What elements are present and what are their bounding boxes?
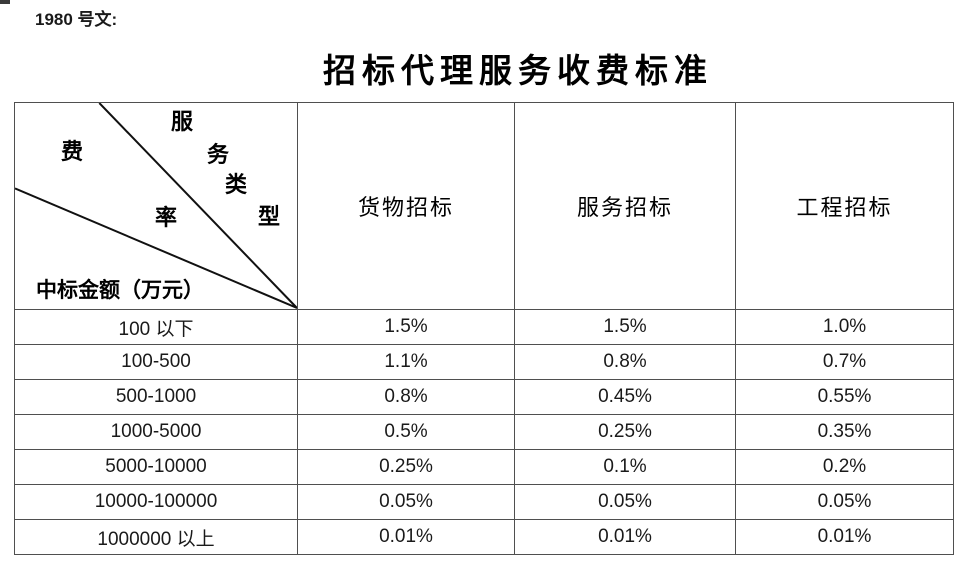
table-row: 100-500 1.1% 0.8% 0.7% [14,344,954,380]
rate-cell: 1.1% [297,344,515,380]
table-row: 100 以下 1.5% 1.5% 1.0% [14,309,954,345]
amount-range-cell: 100-500 [14,344,298,380]
table-row: 10000-100000 0.05% 0.05% 0.05% [14,484,954,520]
diagonal-corner-cell: 服 务 类 型 费 率 中标金额（万元） [14,102,298,310]
corner-type-char: 务 [207,142,230,167]
amount-range-cell: 5000-10000 [14,449,298,485]
diagonal-lines [15,103,297,309]
rate-cell: 0.01% [735,519,954,555]
rate-cell: 0.45% [514,379,736,415]
table-row: 5000-10000 0.25% 0.1% 0.2% [14,449,954,485]
rate-cell: 0.05% [514,484,736,520]
corner-type-char: 服 [171,109,194,134]
column-header-services: 服务招标 [514,102,736,310]
corner-amount-label: 中标金额（万元） [36,277,204,302]
table-row: 1000-5000 0.5% 0.25% 0.35% [14,414,954,450]
rate-cell: 1.0% [735,309,954,345]
corner-rate-char: 率 [155,205,178,230]
corner-type-char: 型 [258,204,281,229]
table-header-row: 服 务 类 型 费 率 中标金额（万元） 货物招标 服务招标 工程招标 [14,102,954,310]
rate-cell: 0.8% [514,344,736,380]
rate-cell: 1.5% [297,309,515,345]
amount-range-cell: 1000000 以上 [14,519,298,555]
rate-cell: 0.55% [735,379,954,415]
corner-type-char: 类 [225,172,248,197]
table-row: 1000000 以上 0.01% 0.01% 0.01% [14,519,954,555]
table-row: 500-1000 0.8% 0.45% 0.55% [14,379,954,415]
amount-range-cell: 10000-100000 [14,484,298,520]
amount-range-cell: 1000-5000 [14,414,298,450]
rate-cell: 0.7% [735,344,954,380]
page-title: 招标代理服务收费标准 [323,54,713,90]
rate-cell: 0.25% [514,414,736,450]
column-header-goods: 货物招标 [297,102,515,310]
amount-range-cell: 100 以下 [14,309,298,345]
rate-cell: 0.01% [297,519,515,555]
rate-cell: 1.5% [514,309,736,345]
doc-number-label: 1980 号文: [35,10,118,29]
amount-range-cell: 500-1000 [14,379,298,415]
corner-rate-char: 费 [61,139,84,164]
rate-cell: 0.2% [735,449,954,485]
rate-cell: 0.01% [514,519,736,555]
column-header-engineering: 工程招标 [735,102,954,310]
rate-cell: 0.25% [297,449,515,485]
rate-cell: 0.5% [297,414,515,450]
rate-cell: 0.05% [735,484,954,520]
fee-standard-table: 服 务 类 型 费 率 中标金额（万元） 货物招标 服务招标 工程招标 100 … [14,102,954,555]
rate-cell: 0.8% [297,379,515,415]
rate-cell: 0.35% [735,414,954,450]
scan-edge-artifact [0,0,10,4]
rate-cell: 0.1% [514,449,736,485]
diagonal-corner-inner: 服 务 类 型 费 率 中标金额（万元） [15,103,297,309]
rate-cell: 0.05% [297,484,515,520]
